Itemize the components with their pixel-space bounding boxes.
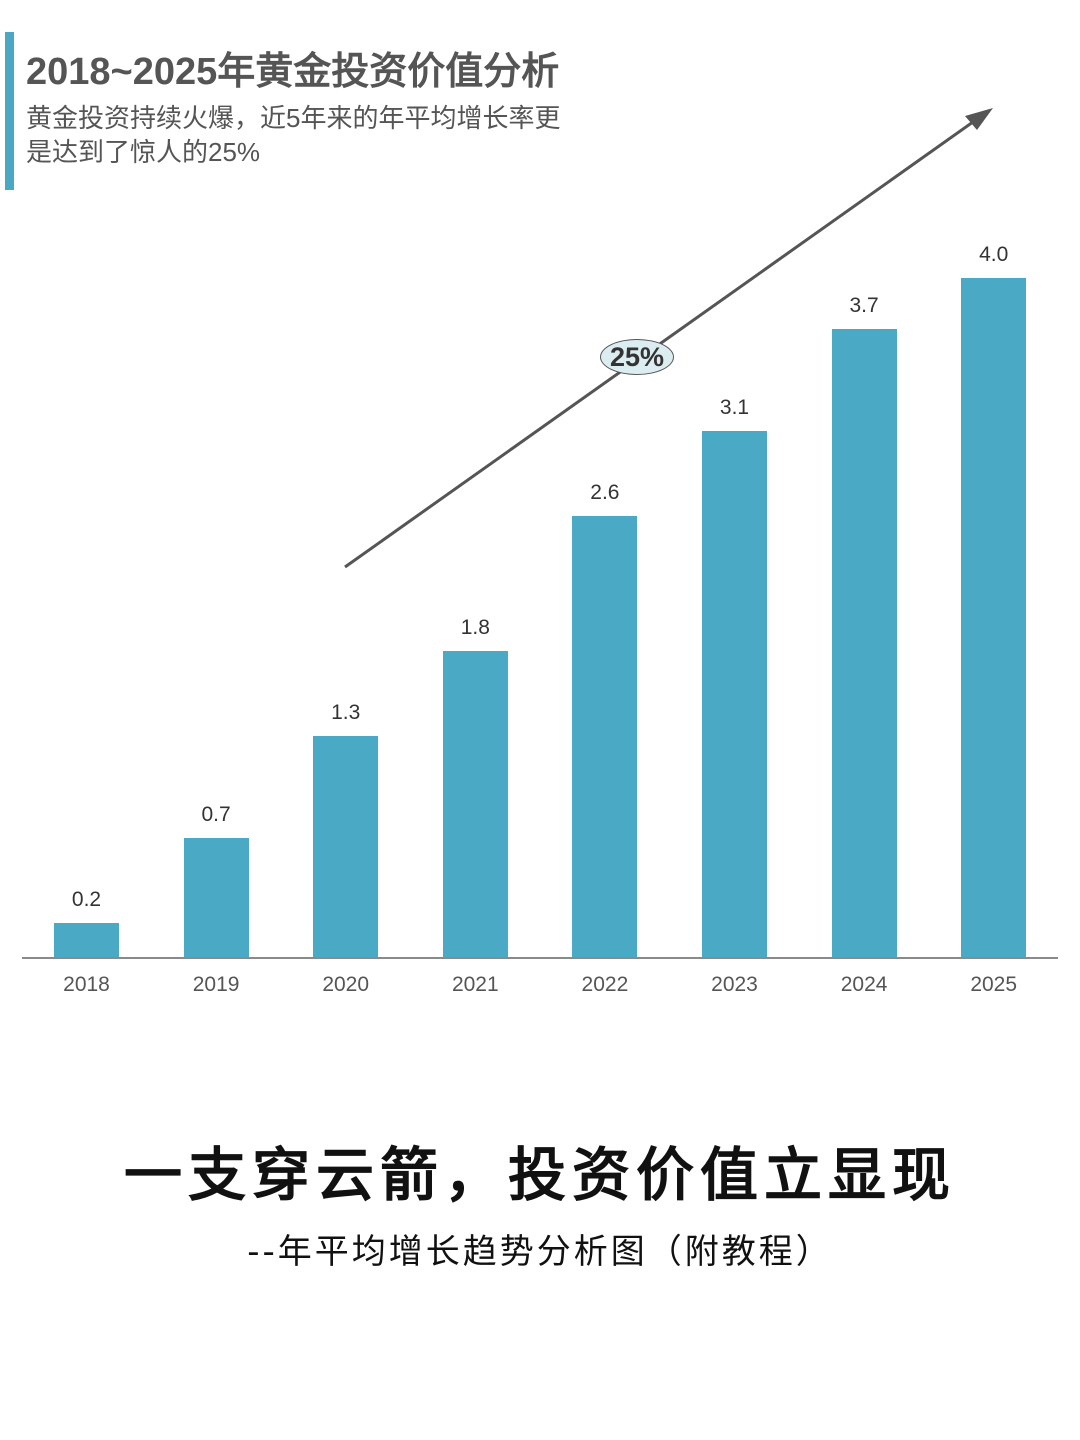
subtitle-line-1: 黄金投资持续火爆，近5年来的年平均增长率更 — [26, 103, 561, 133]
x-tick-2024: 2024 — [840, 973, 888, 996]
bar-2023 — [702, 430, 767, 957]
value-label-2018: 0.2 — [71, 888, 102, 912]
title-accent-bar — [5, 32, 14, 190]
trend-arrow-icon — [344, 108, 993, 569]
bar-2025 — [961, 278, 1027, 957]
value-label-2024: 3.7 — [849, 293, 879, 317]
value-label-2022: 2.6 — [590, 480, 620, 504]
x-axis-line — [22, 957, 1058, 959]
footer-tagline: --年平均增长趋势分析图（附教程） — [247, 1232, 833, 1272]
x-tick-2022: 2022 — [581, 973, 629, 996]
value-label-2021: 1.8 — [460, 616, 490, 640]
value-label-2019: 0.7 — [201, 803, 231, 827]
bar-2019 — [183, 838, 249, 957]
chart-title: 2018~2025年黄金投资价值分析 — [26, 51, 560, 93]
bar-chart: 0.2 2018 0.7 2019 1.3 2020 1.8 2021 2.6 2022 3.1 20… — [22, 243, 1058, 996]
value-label-2020: 1.3 — [331, 701, 361, 725]
x-tick-2019: 2019 — [192, 973, 240, 996]
bar-2022 — [572, 515, 638, 957]
bar-2020 — [313, 736, 379, 957]
value-label-2025: 4.0 — [979, 243, 1009, 266]
bar-2024 — [831, 328, 897, 957]
x-tick-2025: 2025 — [970, 973, 1018, 996]
growth-rate-badge: 25% — [600, 339, 674, 375]
value-label-2023: 3.1 — [719, 395, 750, 419]
chart-subtitle: 黄金投资持续火爆，近5年来的年平均增长率更 是达到了惊人的25% — [26, 101, 626, 169]
subtitle-line-2: 是达到了惊人的25% — [26, 137, 261, 167]
x-tick-2020: 2020 — [322, 973, 370, 996]
x-tick-2021: 2021 — [451, 973, 499, 996]
x-tick-2023: 2023 — [711, 973, 758, 996]
footer-headline: 一支穿云箭，投资价值立显现 — [123, 1141, 956, 1209]
bar-2018 — [54, 923, 119, 957]
x-tick-2018: 2018 — [63, 973, 110, 996]
bar-2021 — [442, 651, 508, 957]
